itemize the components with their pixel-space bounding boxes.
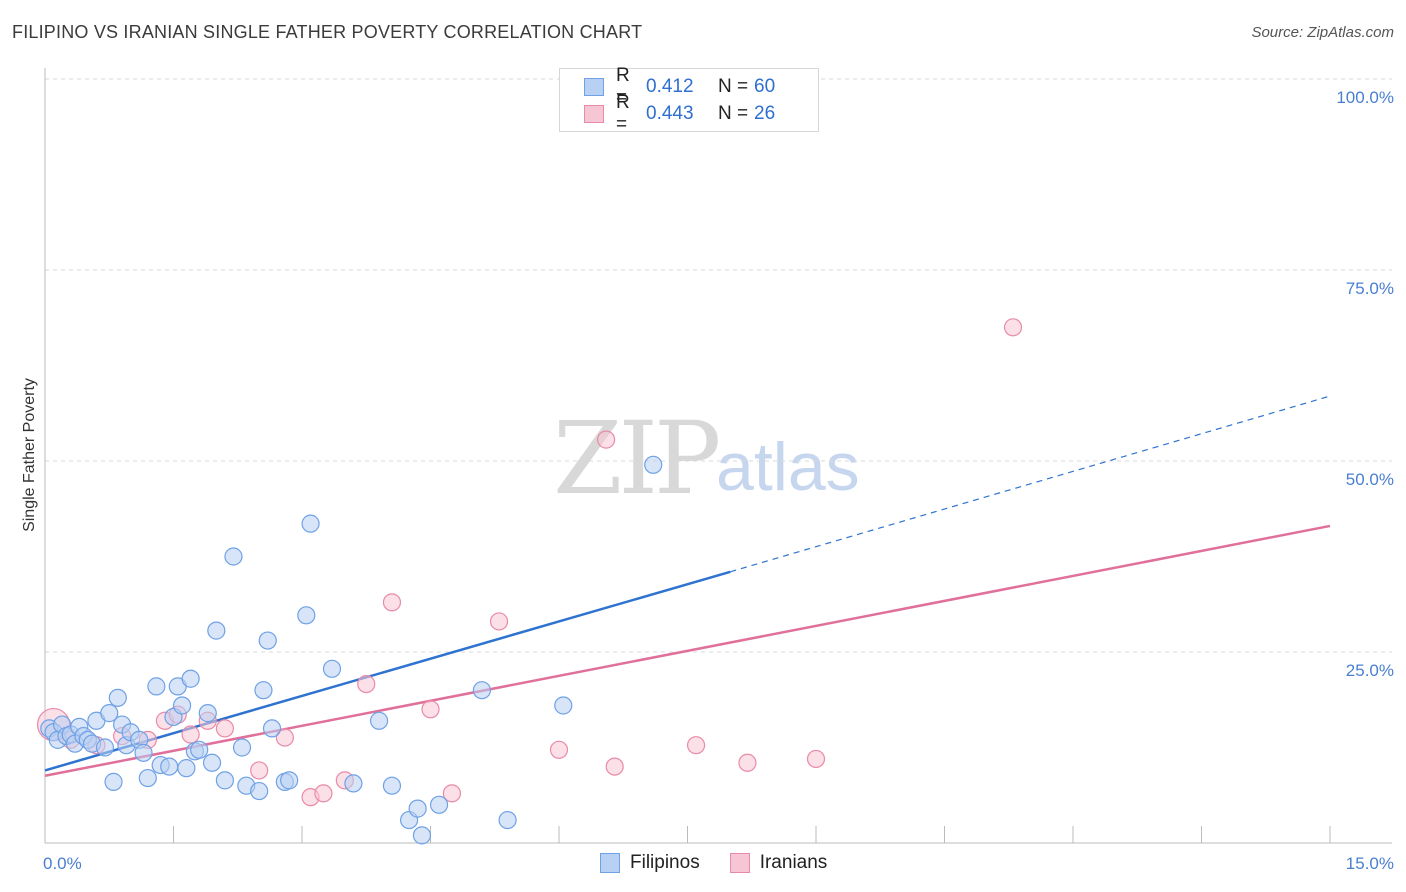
n-label: N =	[718, 103, 749, 124]
y-tick-label: 25.0%	[1346, 661, 1394, 680]
iranians-point	[442, 784, 462, 803]
iranians-point	[382, 593, 402, 612]
watermark-atlas: atlas	[716, 429, 860, 505]
legend-label-iranians: Iranians	[759, 852, 828, 873]
y-tick-label: 75.0%	[1346, 279, 1394, 298]
iranians-point	[275, 728, 294, 747]
data-points	[36, 69, 1023, 845]
filipinos-point	[138, 768, 157, 788]
legend-swatch-blue	[600, 853, 620, 873]
tick-labels: 25.0% 50.0% 75.0% 100.0% 0.0% 15.0%	[43, 88, 1394, 873]
r-label: R =	[616, 92, 630, 135]
iranians-point	[489, 612, 509, 631]
filipinos-point	[322, 659, 342, 678]
iranians-point	[421, 700, 440, 719]
filipinos-point	[258, 631, 277, 650]
y-tick-label: 50.0%	[1346, 470, 1394, 489]
filipinos-point	[301, 514, 320, 533]
iranians-point	[357, 674, 376, 694]
filipinos-point	[160, 757, 179, 776]
iranians-point	[597, 430, 616, 449]
filipinos-point	[190, 740, 209, 759]
filipinos-point	[172, 696, 192, 715]
filipinos-point	[177, 759, 196, 778]
legend-swatch-blue	[584, 78, 604, 96]
filipinos-point	[198, 704, 217, 723]
r-label: R =	[616, 65, 630, 108]
series-legend: Filipinos Iranians	[600, 852, 857, 874]
filipinos-point	[472, 681, 491, 700]
filipinos-point	[408, 799, 427, 818]
filipinos-point	[254, 681, 273, 700]
filipinos-point	[104, 772, 123, 791]
correlation-legend: R = 0.412 N = 60 R = 0.443 N = 26	[559, 65, 819, 135]
n-label: N =	[718, 76, 749, 97]
iranians-point	[250, 761, 269, 780]
iranians-trend-line	[44, 524, 1331, 777]
filipinos-point	[215, 771, 234, 790]
iranians-point	[314, 784, 333, 803]
filipinos-trend-extension	[730, 395, 1331, 573]
filipinos-point	[262, 719, 282, 738]
filipinos-point	[134, 743, 153, 762]
x-tick-label: 0.0%	[43, 854, 82, 873]
y-tick-label: 100.0%	[1336, 88, 1394, 107]
iranians-point	[806, 749, 826, 769]
y-axis-label: Single Father Poverty	[21, 378, 38, 532]
chart-title: FILIPINO VS IRANIAN SINGLE FATHER POVERT…	[12, 22, 643, 42]
watermark-zip: ZIP	[553, 400, 721, 517]
iranians-point	[215, 719, 234, 738]
filipinos-point	[181, 669, 200, 688]
iranians-point	[686, 736, 706, 755]
x-tick-label: 15.0%	[1346, 854, 1394, 873]
source-label: Source: ZipAtlas.com	[1251, 24, 1394, 41]
legend-row-filipinos: R = 0.412 N = 60	[584, 65, 776, 108]
legend-swatch-pink	[729, 853, 750, 873]
n-value: 26	[754, 103, 776, 124]
filipinos-point	[382, 776, 402, 795]
filipinos-point	[202, 753, 222, 772]
filipinos-point	[250, 781, 269, 801]
axes	[44, 68, 1392, 844]
grid-lines	[45, 78, 1392, 653]
r-value: 0.443	[646, 103, 694, 124]
filipinos-point	[232, 738, 252, 757]
filipinos-point	[95, 738, 115, 757]
filipinos-point	[344, 774, 363, 793]
legend-item-filipinos[interactable]: Filipinos	[600, 852, 700, 874]
filipinos-point	[297, 606, 316, 625]
iranians-point	[181, 725, 200, 744]
filipinos-trend-line	[44, 570, 731, 772]
legend-row-iranians: R = 0.443 N = 26	[584, 92, 776, 135]
n-value: 60	[754, 76, 776, 97]
legend-swatch-pink	[584, 105, 604, 123]
filipinos-point	[644, 455, 663, 474]
filipinos-point	[280, 771, 299, 790]
iranians-point	[738, 753, 757, 772]
filipinos-point	[498, 810, 517, 830]
filipinos-point	[100, 704, 119, 723]
filipinos-point	[554, 696, 573, 715]
iranians-point	[1003, 318, 1023, 337]
filipinos-point	[147, 677, 166, 696]
trend-lines	[44, 395, 1331, 777]
filipinos-point	[207, 621, 226, 640]
filipinos-point	[429, 795, 449, 814]
filipinos-point	[370, 711, 389, 730]
filipinos-point	[412, 826, 432, 845]
filipinos-point	[108, 688, 127, 707]
legend-label-filipinos: Filipinos	[630, 852, 700, 873]
r-value: 0.412	[646, 76, 694, 97]
iranians-point	[549, 740, 569, 759]
iranians-point	[605, 757, 624, 776]
filipinos-point	[224, 547, 243, 566]
legend-item-iranians[interactable]: Iranians	[729, 852, 828, 874]
